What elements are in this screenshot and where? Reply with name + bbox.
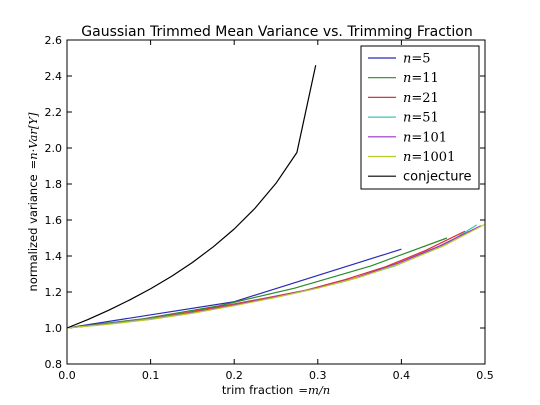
y-tick-label: 1.8 bbox=[45, 178, 63, 191]
y-tick-label: 1.2 bbox=[45, 286, 63, 299]
legend-label-conjecture: conjecture bbox=[403, 170, 472, 185]
y-tick-label: 1.6 bbox=[45, 214, 63, 227]
y-tick-label: 1.4 bbox=[45, 250, 63, 263]
x-tick-label: 0.0 bbox=[58, 369, 76, 382]
y-axis-label-math: =n·Var[Y] bbox=[26, 112, 40, 169]
legend-label-n-21: n=21 bbox=[403, 91, 439, 106]
x-axis-label: trim fraction =m/n bbox=[222, 383, 330, 397]
series-line-conjecture bbox=[66, 65, 317, 329]
y-tick-label: 2.2 bbox=[45, 106, 63, 119]
series-line-n-1001 bbox=[66, 223, 485, 329]
legend-label-n-5: n=5 bbox=[403, 52, 431, 67]
axis-ticks: 0.0 0.1 0.2 0.3 0.4 0.5 0.8 1.0 1.2 1.4 1.6 1.8 2.0 2… bbox=[45, 34, 494, 382]
y-tick-label: 2.0 bbox=[45, 142, 63, 155]
legend-label-n-11: n=11 bbox=[403, 71, 439, 86]
y-tick-label: 0.8 bbox=[45, 358, 63, 371]
legend-entries: n=5 n=11 n=21 n=51 n=101 n=1001 conjecture bbox=[368, 52, 472, 185]
y-axis-label: normalized variance =n·Var[Y] bbox=[26, 112, 40, 291]
x-tick-label: 0.1 bbox=[142, 369, 160, 382]
x-tick-label: 0.3 bbox=[309, 369, 327, 382]
legend: n=5 n=11 n=21 n=51 n=101 n=1001 conjecture bbox=[360, 45, 480, 190]
x-axis-label-math: =m/n bbox=[298, 383, 330, 397]
legend-label-n-101: n=101 bbox=[403, 130, 447, 145]
y-tick-label: 2.4 bbox=[45, 70, 63, 83]
data-lines bbox=[66, 65, 485, 329]
y-tick-label: 1.0 bbox=[45, 322, 63, 335]
x-axis-label-text: trim fraction bbox=[222, 383, 293, 397]
y-tick-label: 2.6 bbox=[45, 34, 63, 47]
legend-label-n-1001: n=1001 bbox=[403, 150, 455, 165]
x-tick-label: 0.4 bbox=[393, 369, 411, 382]
series-line-n-11 bbox=[66, 237, 448, 329]
chart-title: Gaussian Trimmed Mean Variance vs. Trimm… bbox=[81, 24, 472, 40]
y-axis-label-text: normalized variance bbox=[26, 174, 40, 291]
x-tick-label: 0.5 bbox=[476, 369, 494, 382]
legend-label-n-51: n=51 bbox=[403, 111, 439, 126]
x-tick-label: 0.2 bbox=[225, 369, 243, 382]
